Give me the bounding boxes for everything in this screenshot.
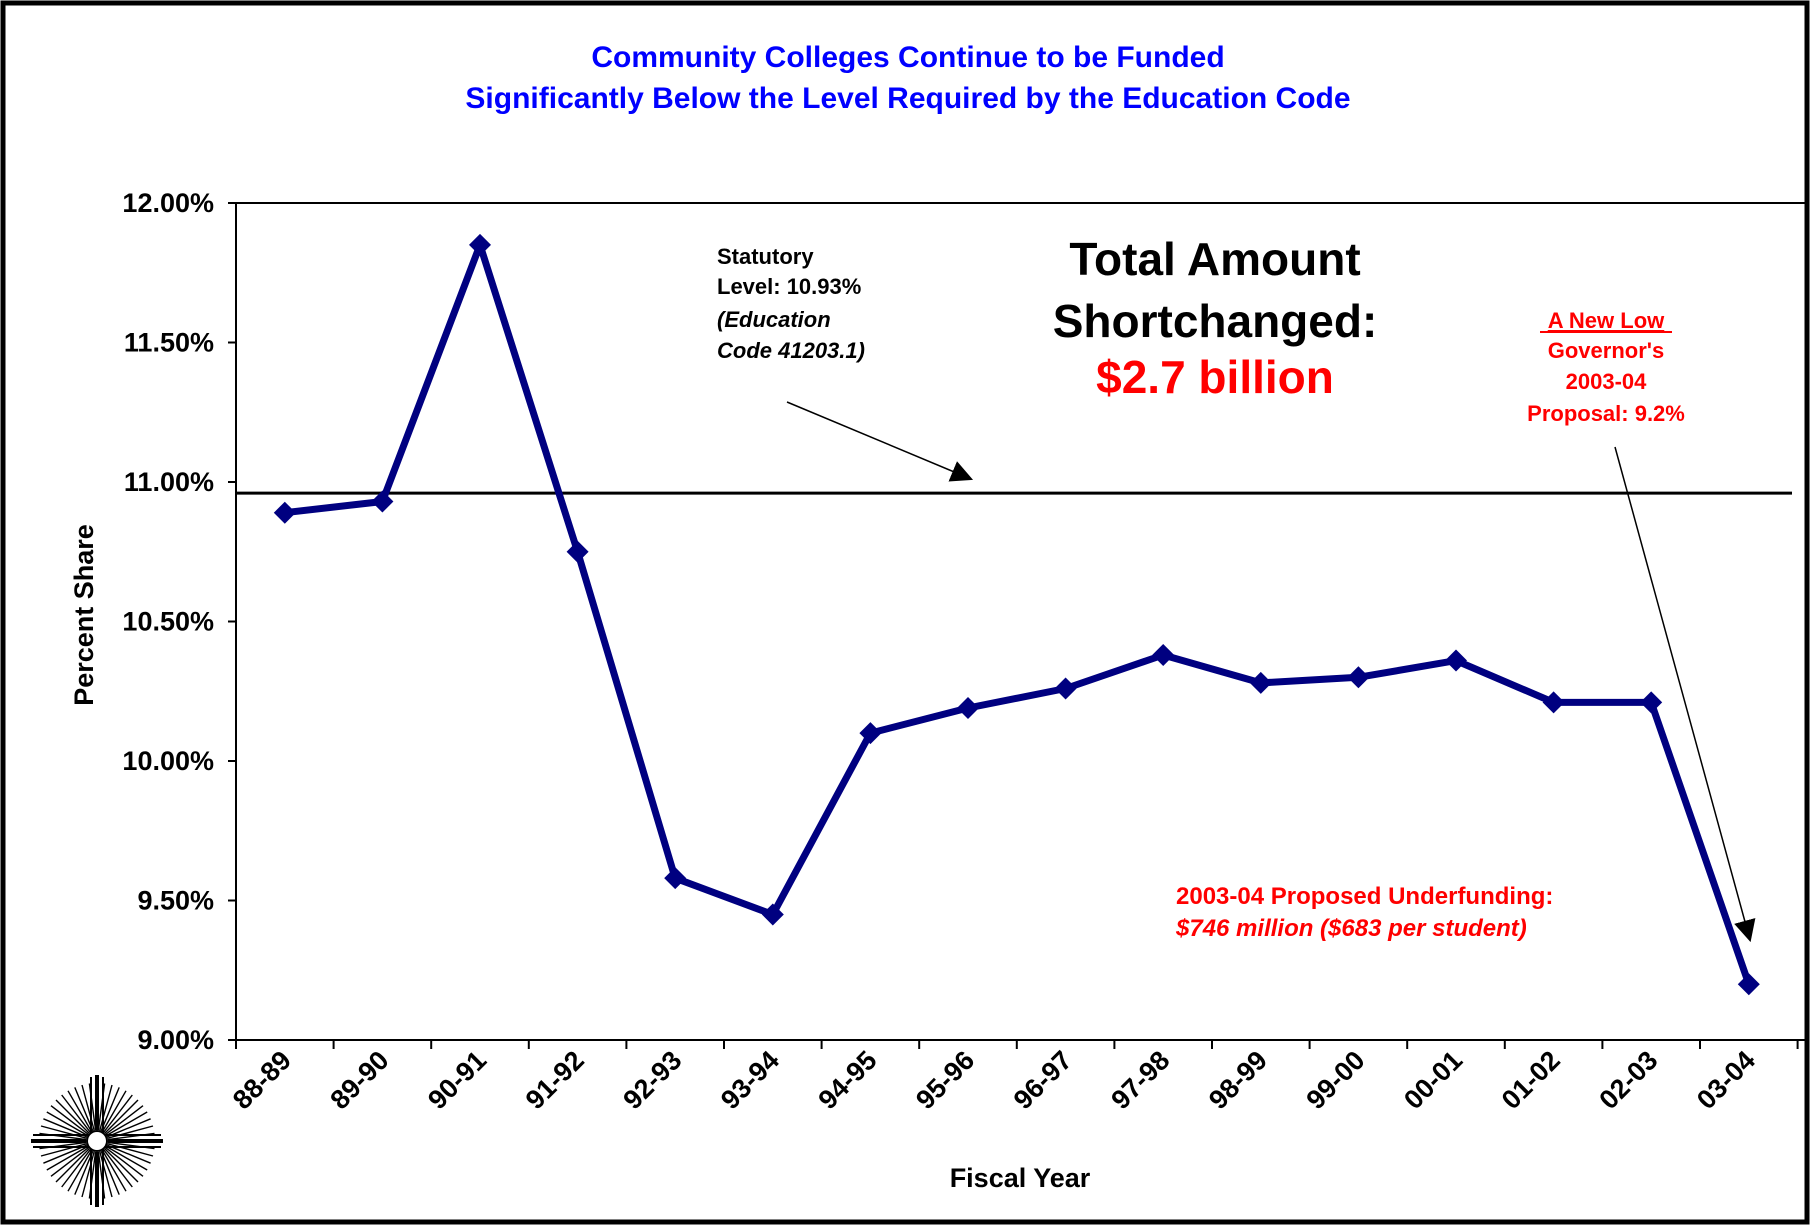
y-axis-ticks: 9.00% 9.50% 10.00% 10.50% 11.00% 11.50% 12.00%: [122, 188, 236, 1055]
new-low-line-2: 2003-04: [1566, 369, 1648, 394]
data-point: [1054, 677, 1077, 700]
data-point: [859, 722, 882, 745]
data-point: [1249, 671, 1272, 694]
data-point: [273, 501, 296, 524]
data-point: [1152, 643, 1175, 666]
data-point: [1445, 649, 1467, 672]
data-point: [761, 903, 784, 926]
new-low-arrow: [1614, 446, 1756, 943]
series-group: [273, 233, 1760, 996]
total-amount-value: $2.7 billion: [1096, 351, 1334, 403]
x-axis-title: Fiscal Year: [950, 1163, 1091, 1193]
data-point: [1542, 691, 1565, 714]
data-point: [957, 696, 979, 719]
statutory-annotation-line-1: Statutory: [717, 244, 814, 269]
series-line: [284, 241, 1753, 986]
y-axis-title: Percent Share: [69, 524, 99, 706]
chart-title-line-2: Significantly Below the Level Required b…: [465, 82, 1350, 115]
new-low-line-1: Governor's: [1548, 338, 1665, 363]
data-point: [1347, 666, 1370, 689]
statutory-annotation-line-4: Code 41203.1): [717, 338, 865, 363]
y-tick-label: 9.50%: [137, 886, 214, 916]
statutory-annotation-line-3: (Education: [717, 307, 831, 332]
total-amount-line-1: Total Amount: [1069, 233, 1360, 285]
y-tick-label: 11.00%: [124, 467, 214, 497]
data-point: [566, 540, 589, 563]
statutory-annotation-line-2: Level: 10.93%: [717, 274, 861, 299]
chart-title-line-1: Community Colleges Continue to be Funded: [591, 41, 1224, 74]
underfunding-heading: 2003-04 Proposed Underfunding:: [1176, 883, 1553, 910]
new-low-line-3: Proposal: 9.2%: [1527, 401, 1685, 426]
sunburst-cross-icon: [31, 1075, 163, 1207]
data-point: [371, 490, 394, 513]
data-point: [1737, 973, 1760, 996]
underfunding-detail: $746 million ($683 per student): [1175, 915, 1527, 942]
new-low-heading: A New Low: [1548, 308, 1665, 333]
data-point: [1640, 691, 1663, 714]
y-tick-label: 12.00%: [122, 188, 214, 218]
statutory-arrow: [786, 401, 974, 482]
total-amount-line-2: Shortchanged:: [1053, 295, 1378, 347]
data-point: [664, 867, 687, 890]
y-tick-label: 9.00%: [137, 1025, 214, 1055]
y-tick-label: 10.00%: [122, 746, 214, 776]
y-tick-label: 10.50%: [122, 607, 214, 637]
data-point: [469, 233, 491, 256]
y-tick-label: 11.50%: [124, 328, 214, 358]
